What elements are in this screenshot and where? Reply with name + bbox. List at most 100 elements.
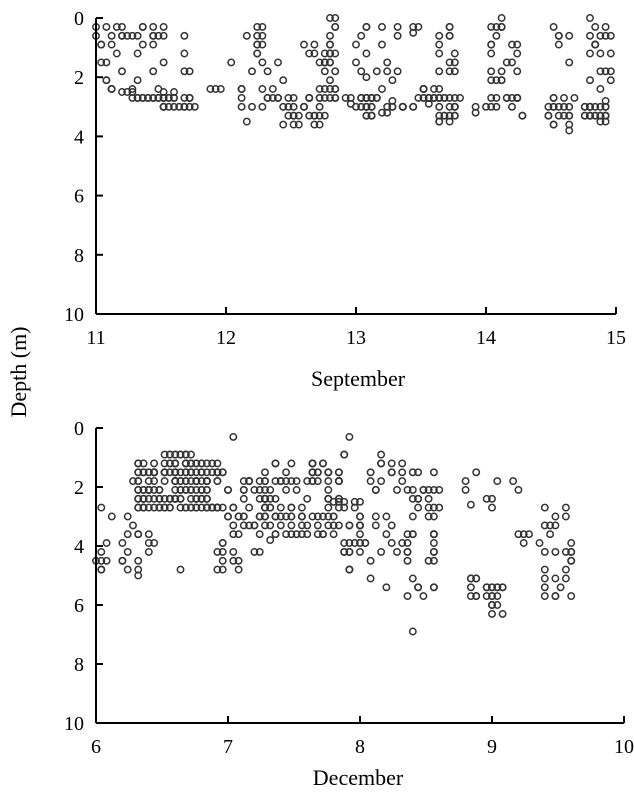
data-point bbox=[549, 22, 558, 31]
data-point bbox=[519, 539, 528, 547]
data-point bbox=[388, 96, 397, 105]
data-point bbox=[324, 521, 333, 530]
data-point bbox=[435, 67, 444, 76]
data-point bbox=[279, 102, 288, 111]
data-point bbox=[303, 521, 312, 530]
data-point bbox=[159, 93, 168, 102]
data-point bbox=[366, 556, 375, 565]
data-point bbox=[282, 468, 291, 477]
data-point bbox=[180, 102, 189, 111]
data-point bbox=[398, 539, 407, 547]
data-point bbox=[176, 450, 185, 459]
data-point bbox=[487, 76, 496, 85]
data-point bbox=[366, 574, 375, 583]
data-point bbox=[308, 468, 317, 477]
data-point bbox=[303, 477, 312, 486]
data-point bbox=[393, 547, 401, 556]
data-point bbox=[310, 111, 319, 120]
data-point bbox=[487, 49, 496, 58]
data-point bbox=[208, 459, 217, 468]
data-point bbox=[350, 503, 359, 512]
data-point bbox=[398, 459, 407, 468]
data-point bbox=[540, 503, 549, 512]
data-point bbox=[213, 565, 222, 574]
data-point bbox=[540, 583, 549, 592]
data-point bbox=[409, 28, 418, 37]
data-point bbox=[466, 592, 475, 601]
data-point bbox=[544, 111, 553, 120]
data-point bbox=[408, 468, 417, 477]
data-point bbox=[508, 40, 516, 49]
data-point bbox=[263, 93, 272, 102]
data-point bbox=[497, 22, 506, 31]
data-point bbox=[466, 583, 475, 592]
data-point bbox=[488, 609, 496, 618]
data-point bbox=[340, 497, 349, 506]
data-point bbox=[591, 40, 600, 49]
data-point bbox=[372, 93, 381, 102]
data-point bbox=[176, 503, 185, 512]
data-point bbox=[133, 76, 142, 85]
data-point bbox=[324, 503, 333, 512]
data-point bbox=[287, 503, 296, 512]
x-tick-label: 11 bbox=[86, 327, 105, 349]
data-point bbox=[488, 592, 496, 601]
data-point bbox=[450, 67, 459, 76]
data-point bbox=[377, 547, 386, 556]
data-point bbox=[561, 574, 570, 583]
data-point bbox=[134, 503, 143, 512]
data-point bbox=[261, 468, 269, 477]
data-point bbox=[331, 85, 340, 93]
data-point bbox=[112, 49, 121, 58]
data-point bbox=[180, 49, 189, 58]
data-point bbox=[282, 485, 291, 494]
y-tick-label: 4 bbox=[74, 126, 84, 148]
december-x-ticks: 6 7 8 9 10 bbox=[91, 716, 634, 758]
data-point bbox=[596, 31, 605, 40]
data-point bbox=[248, 102, 256, 111]
data-point bbox=[258, 40, 267, 49]
data-point bbox=[239, 521, 248, 530]
data-point bbox=[149, 67, 158, 76]
data-point bbox=[229, 547, 238, 556]
data-point bbox=[129, 521, 137, 530]
data-point bbox=[171, 459, 180, 468]
data-point bbox=[488, 583, 496, 592]
data-point bbox=[320, 67, 329, 76]
data-point bbox=[266, 521, 275, 530]
data-point bbox=[261, 494, 269, 503]
data-point bbox=[118, 539, 127, 547]
data-point bbox=[123, 31, 132, 40]
x-tick-label: 6 bbox=[91, 736, 101, 758]
data-point bbox=[393, 22, 402, 31]
data-point bbox=[414, 583, 423, 592]
data-point bbox=[429, 547, 438, 556]
data-point bbox=[498, 583, 507, 592]
data-point bbox=[234, 512, 243, 521]
data-point bbox=[154, 93, 163, 102]
data-point bbox=[150, 539, 159, 547]
data-point bbox=[329, 497, 338, 506]
data-point bbox=[551, 512, 560, 521]
data-point bbox=[356, 521, 364, 530]
data-point bbox=[377, 450, 386, 459]
data-point bbox=[586, 102, 594, 111]
data-point bbox=[456, 93, 464, 102]
data-point bbox=[509, 477, 518, 486]
data-point bbox=[237, 85, 246, 93]
data-point bbox=[357, 31, 366, 40]
data-point bbox=[487, 102, 496, 111]
data-point bbox=[450, 58, 459, 67]
data-point bbox=[382, 512, 391, 521]
data-point bbox=[540, 521, 549, 530]
data-point bbox=[567, 539, 576, 547]
data-point bbox=[224, 485, 232, 494]
data-point bbox=[403, 530, 412, 539]
data-point bbox=[134, 477, 143, 486]
data-point bbox=[492, 31, 501, 40]
data-point bbox=[297, 521, 306, 530]
data-point bbox=[274, 58, 282, 67]
data-point bbox=[345, 565, 354, 574]
data-point bbox=[159, 58, 168, 67]
data-point bbox=[197, 477, 206, 486]
